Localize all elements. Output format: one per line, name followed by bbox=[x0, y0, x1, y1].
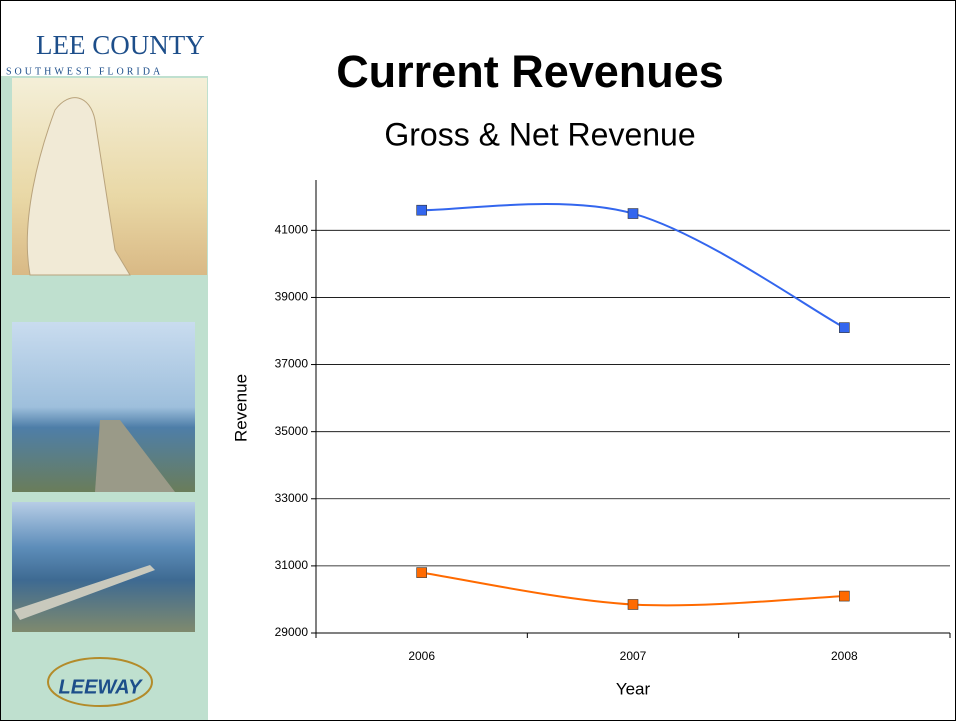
chart-subtitle: Gross & Net Revenue bbox=[384, 116, 695, 152]
point-marker bbox=[416, 567, 427, 578]
region-text: SOUTHWEST FLORIDA bbox=[6, 66, 163, 77]
chart-title: Current Revenues bbox=[336, 46, 724, 97]
x-axis-label: Year bbox=[616, 679, 651, 698]
point-marker bbox=[839, 590, 850, 602]
y-axis-label: Revenue bbox=[231, 374, 250, 442]
logo-text: LEEWAY bbox=[59, 676, 144, 698]
sidebar: LEE COUNTY SOUTHWEST FLORIDA LEEWAY bbox=[1, 1, 208, 720]
y-tick-label: 37000 bbox=[275, 357, 309, 371]
y-tick-label: 31000 bbox=[275, 558, 309, 572]
y-tick-label: 41000 bbox=[275, 223, 309, 237]
y-tick-label: 33000 bbox=[275, 491, 309, 505]
point-marker bbox=[416, 204, 427, 216]
x-tick-label: 2008 bbox=[831, 649, 858, 663]
x-tick-label: 2006 bbox=[408, 649, 435, 663]
y-tick-label: 35000 bbox=[275, 424, 309, 438]
bridge bbox=[95, 420, 175, 492]
x-tick-label: 2007 bbox=[620, 649, 647, 663]
point-marker bbox=[627, 599, 639, 610]
pelican bbox=[26, 97, 131, 276]
y-tick-label: 39000 bbox=[275, 290, 309, 304]
y-tick-label: 29000 bbox=[275, 625, 309, 639]
logo-ring bbox=[47, 657, 153, 707]
brand-text: LEE COUNTY bbox=[36, 30, 205, 60]
causeway bbox=[14, 565, 155, 620]
logo-bg bbox=[1, 1, 208, 76]
point-marker bbox=[839, 322, 850, 333]
point-marker bbox=[627, 208, 639, 219]
